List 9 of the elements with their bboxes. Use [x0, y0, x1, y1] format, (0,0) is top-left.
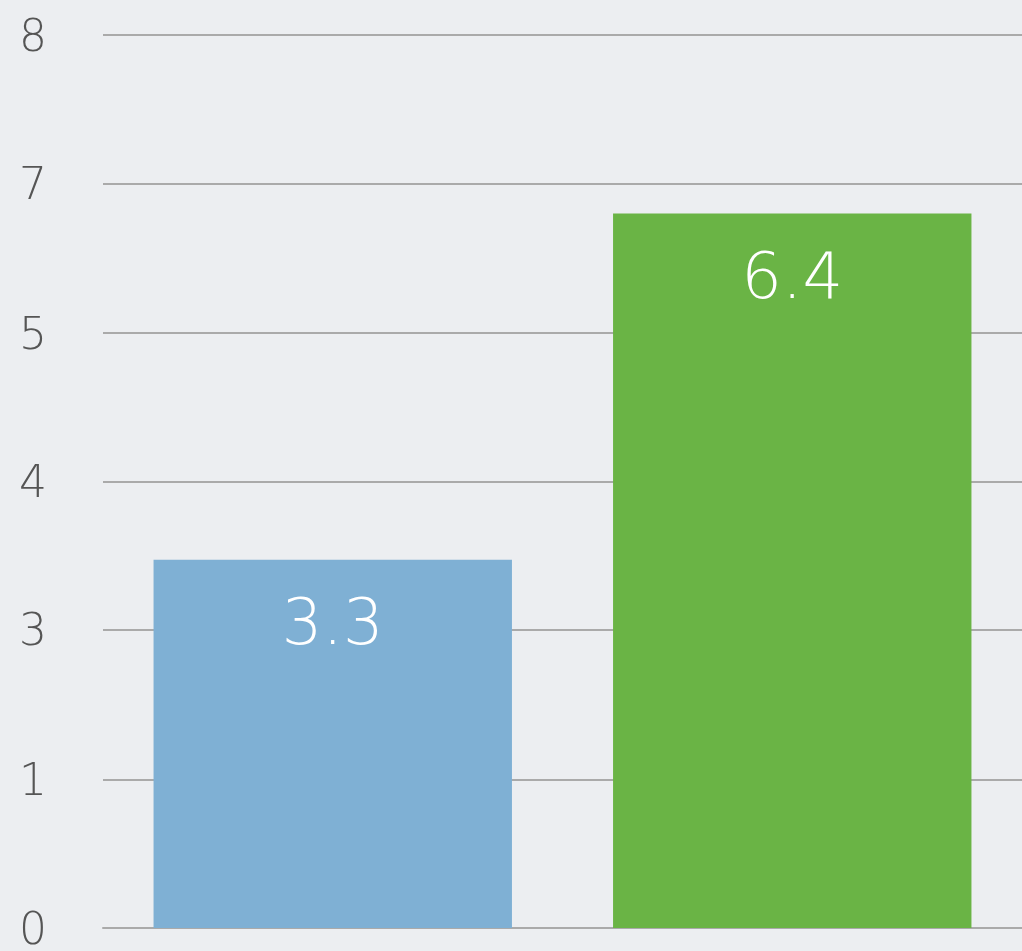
y-tick-label: 8: [19, 9, 47, 61]
y-tick-label: 4: [19, 456, 47, 507]
y-tick-label: 7: [19, 157, 47, 209]
y-tick-label: 1: [19, 754, 47, 806]
data-label: 6.4: [741, 238, 844, 313]
y-tick-label: 0: [19, 902, 47, 951]
y-tick-label: 3: [19, 604, 47, 656]
data-label: 3.3: [281, 584, 384, 659]
y-tick-label: 5: [19, 307, 47, 359]
